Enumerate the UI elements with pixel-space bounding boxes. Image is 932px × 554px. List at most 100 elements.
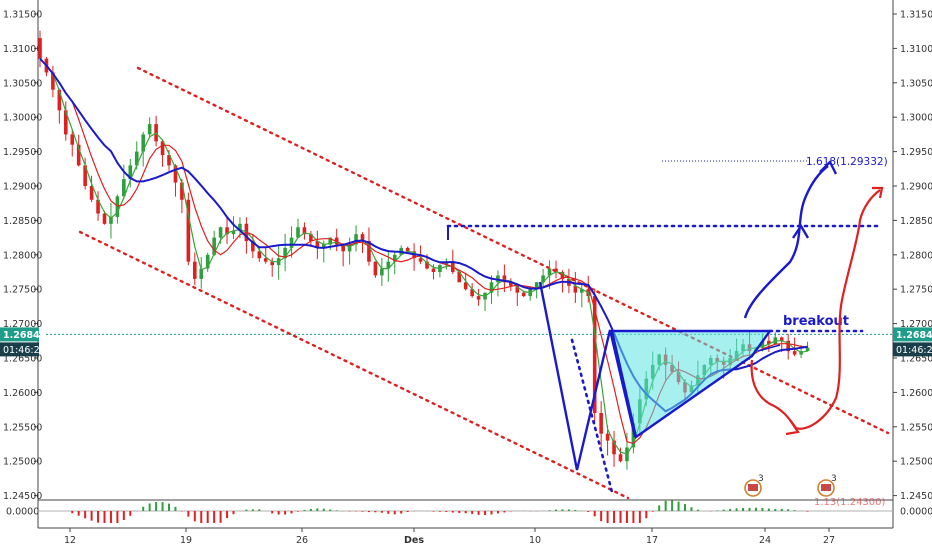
bullish-projection (743, 165, 829, 319)
y-tick-label-left: 1.25000 (3, 457, 42, 468)
candle-body (257, 251, 262, 259)
candle (70, 130, 75, 157)
y-tick-label-right: 1.26000 (900, 388, 932, 399)
candle-body (560, 272, 565, 279)
candle (51, 65, 55, 98)
candle (767, 334, 771, 352)
x-tick-label: 12 (64, 535, 76, 546)
candle-body (70, 134, 75, 145)
countdown-badge-right (893, 342, 932, 357)
candle (502, 264, 507, 292)
candle-body (173, 165, 178, 183)
time-axis: 12 19 26 Des 10 17 24 27 (64, 528, 835, 546)
candle (212, 230, 216, 257)
candle-body (160, 141, 165, 156)
y-tick-label-left: 1.28500 (3, 216, 42, 227)
y-tick-label-right: 1.28000 (900, 250, 932, 261)
candle-body (405, 247, 410, 252)
candle-body (263, 258, 268, 262)
right-price-axis: 1.31500 1.31000 1.30500 1.30000 1.29500 1.290… (0, 10, 932, 502)
candle-body (102, 213, 107, 224)
candle-body (470, 289, 474, 297)
candle-body (489, 282, 494, 293)
alternative-arrow-low (785, 419, 800, 436)
candle-body (147, 124, 152, 135)
candle-body (592, 296, 597, 414)
candle-body (251, 241, 255, 252)
y-tick-label-right: 1.26500 (900, 354, 932, 365)
y-tick-label-left: 1.29000 (3, 182, 42, 193)
osc-zero-label-right: 0.0000 (900, 507, 932, 518)
candle (83, 157, 87, 190)
current-price-label-right: 1.26843 (896, 330, 932, 341)
candle-body (322, 244, 326, 248)
price-badge-left (0, 327, 39, 342)
candle (193, 252, 197, 285)
candle-body (547, 268, 552, 276)
event-count-label: 3 (831, 474, 837, 484)
candle-body (302, 227, 307, 235)
y-tick-label-left: 1.26500 (3, 354, 42, 365)
candle (76, 134, 81, 167)
candle-body (612, 440, 616, 455)
candle-body (109, 216, 113, 224)
candle-body (534, 282, 539, 290)
candle-body (457, 272, 462, 283)
current-price-label-left: 1.26843 (3, 330, 46, 341)
candle-body (502, 275, 507, 283)
candle (392, 251, 397, 275)
candle-body (38, 38, 42, 59)
channel-upper-line (136, 66, 890, 435)
left-price-axis: 1.31500 1.31000 1.30500 1.30000 1.29500 1.290… (3, 10, 42, 503)
y-tick-label-left: 1.29500 (3, 147, 42, 158)
candle (341, 243, 345, 267)
y-tick-label-left: 1.30500 (3, 78, 42, 89)
bearish-alternative-path (750, 189, 881, 430)
candle-body (760, 340, 765, 348)
event-flag-stripes (821, 484, 831, 491)
y-tick-label-right: 1.24500 (900, 491, 932, 502)
candle-body (425, 261, 429, 269)
candle-body (193, 261, 197, 279)
candle-body (360, 234, 365, 242)
candle-body (515, 285, 520, 293)
candle (354, 225, 358, 252)
candle-body (354, 234, 358, 245)
candle-body (392, 254, 397, 262)
osc-zero-label-left: 0.0000 (6, 507, 39, 518)
candle-body (805, 347, 810, 352)
y-tick-label-left: 1.30000 (3, 113, 42, 124)
candle-body (618, 454, 623, 462)
y-tick-label-right: 1.25500 (900, 422, 932, 433)
candle-body (554, 268, 558, 272)
y-tick-label-right: 1.27000 (900, 319, 932, 330)
x-tick-label: 17 (646, 535, 658, 546)
candle (225, 216, 229, 244)
candle-body (367, 241, 371, 262)
candle (489, 275, 494, 304)
candle-body (205, 254, 210, 269)
candle-body (212, 237, 216, 255)
candle-body (83, 165, 87, 186)
y-tick-label-left: 1.24500 (3, 491, 42, 502)
candle-body (380, 268, 384, 276)
x-tick-label: 26 (296, 535, 308, 546)
candle-body (51, 72, 55, 90)
candle-body (341, 244, 345, 252)
candle-body (283, 247, 287, 259)
y-tick-label-left: 1.25500 (3, 422, 42, 433)
y-tick-label-right: 1.29500 (900, 147, 932, 158)
y-tick-label-right: 1.30000 (900, 113, 932, 124)
candle-body (167, 155, 171, 166)
candle (57, 88, 62, 124)
candle (302, 222, 307, 240)
candle (476, 288, 481, 306)
candle-body (463, 282, 468, 290)
candle-body (218, 227, 223, 238)
candle (270, 257, 274, 277)
candle (96, 191, 100, 221)
y-tick-label-left: 1.31500 (3, 10, 42, 21)
candle-body (128, 165, 133, 180)
